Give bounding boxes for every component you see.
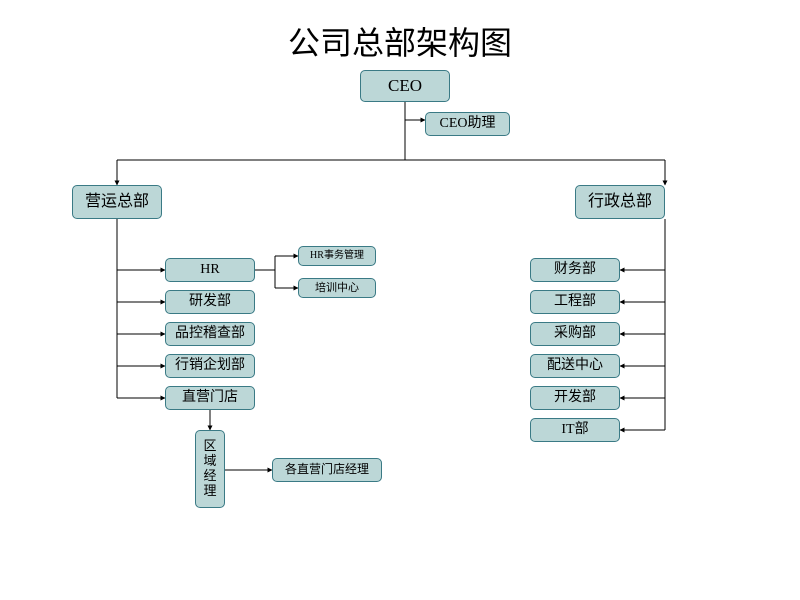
node-dev: 开发部 [530, 386, 620, 410]
node-purchase: 采购部 [530, 322, 620, 346]
node-admin_hq: 行政总部 [575, 185, 665, 219]
node-store_mgr: 各直营门店经理 [272, 458, 382, 482]
node-qc: 品控稽查部 [165, 322, 255, 346]
node-mkt: 行销企划部 [165, 354, 255, 378]
node-rnd: 研发部 [165, 290, 255, 314]
node-ceo_asst: CEO助理 [425, 112, 510, 136]
node-stores: 直营门店 [165, 386, 255, 410]
node-region_mgr: 区 域 经 理 [195, 430, 225, 508]
node-hr: HR [165, 258, 255, 282]
node-eng: 工程部 [530, 290, 620, 314]
node-finance: 财务部 [530, 258, 620, 282]
node-training: 培训中心 [298, 278, 376, 298]
node-it: IT部 [530, 418, 620, 442]
node-dist: 配送中心 [530, 354, 620, 378]
chart-title: 公司总部架构图 [0, 18, 800, 64]
node-hr_affairs: HR事务管理 [298, 246, 376, 266]
connector [255, 270, 275, 288]
node-ops_hq: 营运总部 [72, 185, 162, 219]
node-ceo: CEO [360, 70, 450, 102]
